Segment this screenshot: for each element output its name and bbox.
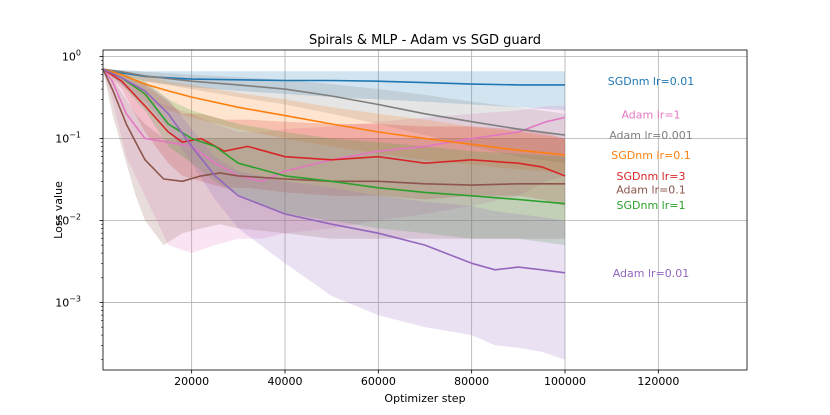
y-tick-base: 10 <box>55 296 69 309</box>
line-sgdnm-lr-0-1 <box>102 68 566 156</box>
y-tick-base: 10 <box>55 132 69 145</box>
y-tick-label: 10−2 <box>55 212 81 227</box>
y-tick-label: 10−1 <box>55 130 81 145</box>
plot-frame <box>102 49 748 371</box>
band-sgdnm-lr-0-1 <box>103 69 565 173</box>
line-adam-lr-0-1 <box>102 68 565 186</box>
x-tick-label: 40000 <box>268 375 303 388</box>
x-tick-label: 100000 <box>544 375 586 388</box>
band-adam-lr-0-001 <box>103 69 565 164</box>
series-label-adam-lr-0-001: Adam lr=0.001 <box>609 129 693 142</box>
y-tick-exponent: −2 <box>69 212 81 221</box>
series-label-adam-lr-0-1: Adam lr=0.1 <box>616 183 686 196</box>
band-sgdnm-lr-3 <box>103 69 565 206</box>
x-tick-label: 20000 <box>174 375 209 388</box>
series-label-adam-lr-0-01: Adam lr=0.01 <box>613 267 690 280</box>
y-tick-exponent: −1 <box>69 130 81 139</box>
axis-ticks: 20000 40000 60000 80000 100000 12000010010−11… <box>55 48 679 388</box>
series-label-sgdnm-lr-3: SGDnm lr=3 <box>617 170 686 183</box>
x-tick-label: 80000 <box>454 375 489 388</box>
line-sgdnm-lr-1 <box>102 68 566 205</box>
y-tick-label: 100 <box>62 48 81 63</box>
line-adam-lr-0-001 <box>102 68 566 136</box>
line-adam-lr-0-01 <box>102 68 566 274</box>
y-tick-label: 10−3 <box>55 294 81 309</box>
series-label-sgdnm-lr-1: SGDnm lr=1 <box>617 199 686 212</box>
band-adam-lr-0-01 <box>103 69 565 360</box>
line-sgdnm-lr-3 <box>102 68 566 177</box>
y-axis-label: Loss value <box>52 181 65 239</box>
band-adam-lr-1 <box>103 69 565 254</box>
series-label-sgdnm-lr-0-01: SGDnm lr=0.01 <box>608 75 694 88</box>
series-label-sgdnm-lr-0-1: SGDnm lr=0.1 <box>611 149 690 162</box>
chart-title: Spirals & MLP - Adam vs SGD guard <box>309 33 541 48</box>
x-axis-label: Optimizer step <box>384 392 465 405</box>
grid <box>103 50 747 370</box>
x-tick-label: 120000 <box>637 375 679 388</box>
band-adam-lr-0-1 <box>103 69 565 246</box>
y-tick-base: 10 <box>62 50 76 63</box>
y-tick-exponent: 0 <box>76 48 81 57</box>
band-sgdnm-lr-1 <box>103 69 565 246</box>
line-adam-lr-1 <box>102 68 566 183</box>
y-tick-exponent: −3 <box>69 294 81 303</box>
series-labels: SGDnm lr=0.01 Adam lr=1 Adam lr=0.001 SGDnm… <box>608 75 694 280</box>
y-tick-base: 10 <box>55 214 69 227</box>
x-tick-label: 60000 <box>361 375 396 388</box>
series-lines <box>102 68 566 274</box>
series-label-adam-lr-1: Adam lr=1 <box>621 109 680 122</box>
